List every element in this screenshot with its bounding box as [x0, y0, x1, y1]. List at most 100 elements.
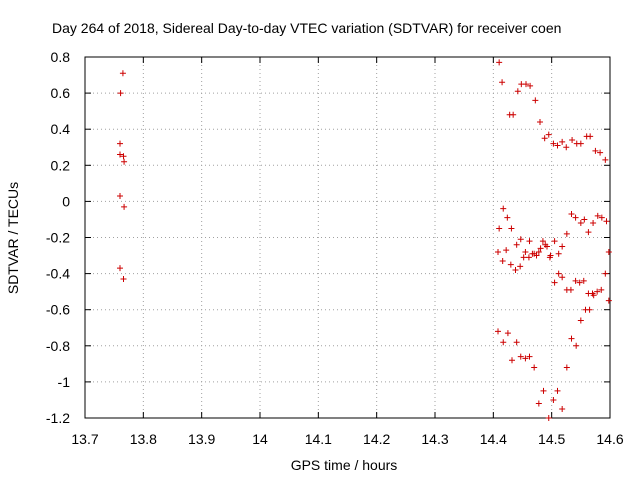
data-point-marker	[577, 317, 584, 324]
data-point-marker	[555, 270, 562, 277]
data-point-marker	[550, 396, 557, 403]
data-point-marker	[517, 263, 524, 270]
data-point-marker	[541, 135, 548, 142]
data-point-marker	[496, 225, 503, 232]
data-point-marker	[120, 276, 127, 283]
tick-labels: 13.7 13.8 13.9 14 14.1 14.2 14.3 14.4 14.5 14.6 -1…	[46, 49, 624, 447]
x-tick-label: 14.2	[363, 431, 390, 447]
data-point-marker	[554, 142, 561, 149]
x-tick-label: 14.6	[596, 431, 623, 447]
data-point-marker	[532, 97, 539, 104]
x-tick-label: 13.9	[188, 431, 215, 447]
data-point-marker	[504, 330, 511, 337]
data-point-marker	[517, 236, 524, 243]
data-point-marker	[537, 245, 544, 252]
data-point-marker	[525, 254, 532, 261]
data-point-marker	[117, 90, 124, 97]
data-point-marker	[572, 214, 579, 221]
data-point-marker	[594, 288, 601, 295]
y-tick-label: -1	[58, 374, 71, 390]
data-point-marker	[504, 214, 511, 221]
data-point-marker	[509, 357, 515, 364]
data-point-marker	[540, 387, 547, 394]
data-point-marker	[545, 415, 552, 421]
data-point-marker	[526, 238, 533, 245]
data-point-marker	[572, 277, 579, 284]
data-point-marker	[568, 335, 575, 342]
x-tick-label: 14	[252, 431, 268, 447]
data-point-marker	[522, 248, 529, 255]
data-point-marker	[554, 387, 561, 394]
data-point-marker	[496, 59, 503, 66]
x-axis-label: GPS time / hours	[291, 457, 398, 473]
grid-lines	[85, 57, 610, 418]
data-point-marker	[539, 238, 546, 245]
data-point-marker	[526, 353, 533, 360]
data-point-marker	[542, 241, 549, 248]
data-point-marker	[537, 118, 543, 125]
y-tick-label: 0.8	[51, 49, 71, 65]
data-point-marker	[592, 147, 599, 154]
data-point-marker	[569, 137, 576, 144]
data-point-marker	[529, 250, 536, 257]
data-point-marker	[597, 149, 604, 156]
data-point-marker	[605, 297, 612, 304]
data-point-marker	[512, 266, 519, 273]
data-point-marker	[577, 140, 584, 147]
y-axis-label: SDTVAR / TECUs	[5, 182, 21, 294]
data-point-marker	[517, 353, 524, 360]
data-point-marker	[121, 158, 128, 165]
data-point-marker	[585, 229, 592, 236]
data-point-marker	[120, 153, 127, 160]
data-point-marker	[555, 250, 562, 257]
data-point-marker	[117, 265, 123, 272]
data-point-marker	[598, 214, 605, 221]
data-point-marker	[550, 140, 557, 147]
data-point-marker	[500, 339, 507, 346]
x-tick-label: 14.5	[538, 431, 565, 447]
data-point-marker	[545, 131, 552, 138]
data-point-marker	[500, 205, 507, 212]
data-point-marker	[508, 225, 515, 232]
data-point-marker	[602, 270, 609, 277]
data-point-marker	[594, 212, 601, 219]
data-point-marker	[121, 203, 128, 210]
data-point-marker	[586, 306, 593, 313]
data-point-marker	[499, 257, 506, 264]
data-point-marker	[551, 279, 558, 286]
plot-frame	[84, 56, 611, 419]
data-point-marker	[563, 364, 570, 371]
y-tick-label: -0.4	[46, 266, 70, 282]
x-tick-label: 14.4	[480, 431, 507, 447]
data-point-marker	[535, 248, 542, 255]
data-point-marker	[590, 220, 597, 227]
data-point-marker	[533, 252, 540, 259]
y-tick-label: -0.2	[46, 230, 70, 246]
data-point-marker	[590, 292, 597, 299]
data-point-marker	[499, 79, 506, 86]
data-point-marker	[503, 247, 510, 254]
data-point-marker	[559, 138, 566, 145]
x-tick-label: 14.1	[305, 431, 332, 447]
data-point-marker	[603, 218, 610, 225]
data-point-marker	[546, 254, 553, 261]
y-tick-label: -0.8	[46, 338, 70, 354]
data-point-marker	[531, 364, 538, 371]
x-tick-label: 13.8	[130, 431, 157, 447]
data-point-marker	[535, 400, 542, 407]
data-point-marker	[602, 156, 609, 163]
data-points	[117, 59, 612, 421]
data-point-marker	[495, 328, 501, 335]
y-tick-label: 0.2	[51, 157, 71, 173]
data-point-marker	[119, 70, 126, 77]
data-point-marker	[567, 286, 574, 293]
data-point-marker	[551, 238, 558, 245]
y-tick-label: 0.4	[51, 121, 71, 137]
data-point-marker	[523, 81, 529, 88]
data-point-marker	[520, 254, 527, 261]
data-point-marker	[563, 230, 570, 237]
y-tick-label: -1.2	[46, 410, 70, 426]
data-point-marker	[507, 261, 514, 268]
